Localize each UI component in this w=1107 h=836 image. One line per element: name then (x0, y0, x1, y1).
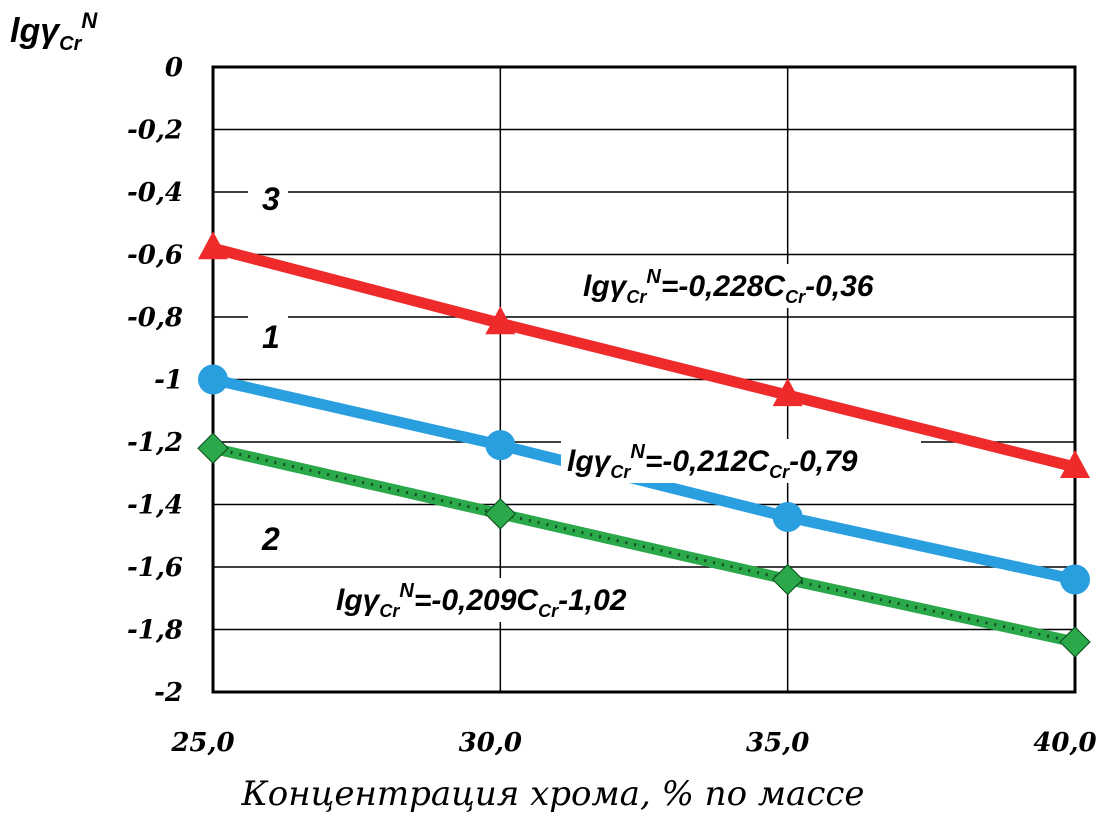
curve-number-bg (248, 178, 288, 218)
curve-number-2: 2 (261, 521, 280, 557)
data-point (485, 306, 516, 335)
equation-2: lgγCrN=-0,209CCr-1,02 (336, 580, 627, 621)
equation-3: lgγCrN=-0,228CCr-0,36 (583, 266, 874, 307)
data-point (1059, 626, 1091, 658)
data-point (772, 502, 803, 532)
y-tick-label: -1,4 (127, 491, 183, 521)
data-point (771, 563, 804, 596)
series-labels: 3 lgγCrN=-0,228CCr-0,36 1 lgγCrN=-0,212CCr-… (248, 178, 937, 622)
y-tick-label: -1,2 (127, 428, 183, 458)
data-point (1060, 564, 1090, 595)
series-line-3 (211, 242, 1077, 473)
data-point (198, 364, 228, 395)
y-tick-label: -0,8 (127, 303, 183, 333)
series-line-texture-2 (212, 446, 1076, 644)
y-tick-label: -0,2 (127, 116, 183, 146)
y-tick-label: -1 (154, 366, 183, 396)
equation-bg (330, 578, 690, 622)
y-tick-label: 0 (165, 53, 183, 83)
equation-bg (561, 439, 921, 483)
y-tick-label: -0,6 (127, 241, 183, 271)
y-axis-ticks: 0 -0,2 -0,4 -0,6 -0,8 -1 -1,2 -1,4 -1,6 -1,8 -2 (127, 53, 183, 708)
data-point (484, 498, 517, 530)
equation-1: lgγCrN=-0,212CCr-0,79 (567, 441, 858, 482)
y-axis-title: lgγCrN (10, 8, 98, 55)
curve-number-bg (248, 316, 288, 356)
x-axis-title: Концентрация хрома, % по массе (240, 774, 864, 814)
data-point (1060, 450, 1090, 478)
equation-bg (577, 264, 937, 308)
curve-number-1: 1 (262, 319, 280, 355)
curve-number-bg (248, 518, 288, 558)
y-tick-label: -1,6 (127, 553, 183, 583)
x-tick-label: 35,0 (746, 728, 809, 758)
data-point (772, 378, 803, 407)
x-tick-label: 40,0 (1033, 728, 1096, 758)
data-point (198, 231, 228, 260)
data-point (197, 432, 229, 464)
y-tick-label: -0,4 (127, 178, 183, 208)
y-tick-label: -1,8 (127, 616, 183, 646)
x-tick-label: 25,0 (170, 728, 234, 758)
curve-number-3: 3 (262, 181, 280, 217)
x-axis-ticks: 25,0 30,0 35,0 40,0 (170, 728, 1096, 758)
data-point (485, 430, 516, 461)
x-tick-label: 30,0 (459, 728, 522, 758)
y-tick-label: -2 (154, 678, 183, 708)
